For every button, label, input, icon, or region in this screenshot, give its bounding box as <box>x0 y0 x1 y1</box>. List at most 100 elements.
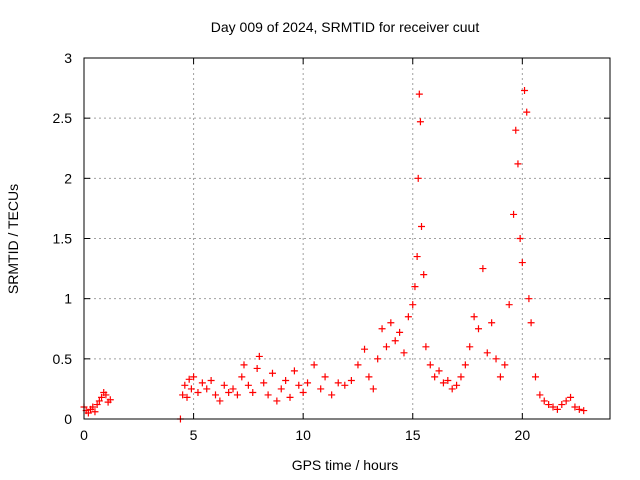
data-point <box>238 373 246 381</box>
data-point <box>416 118 424 126</box>
data-point <box>260 379 268 387</box>
y-tick-label: 2.5 <box>53 110 73 126</box>
data-point <box>187 385 195 393</box>
data-point <box>84 409 92 417</box>
data-point <box>415 90 423 98</box>
data-point <box>203 385 211 393</box>
data-point <box>268 369 276 377</box>
y-tick-label: 3 <box>64 50 72 66</box>
data-point <box>295 381 303 389</box>
data-point <box>317 385 325 393</box>
data-point <box>277 385 285 393</box>
data-point <box>435 367 443 375</box>
data-point <box>512 126 520 134</box>
data-point <box>514 160 522 168</box>
data-point <box>374 355 382 363</box>
x-tick-label: 20 <box>515 427 531 443</box>
data-point <box>207 376 215 384</box>
data-point <box>286 393 294 401</box>
data-point <box>341 381 349 389</box>
data-point <box>391 337 399 345</box>
data-point <box>523 108 531 116</box>
data-point <box>418 222 426 230</box>
data-point <box>453 381 461 389</box>
data-point <box>328 391 336 399</box>
y-tick-label: 1 <box>64 291 72 307</box>
data-point <box>488 319 496 327</box>
data-point <box>540 397 548 405</box>
data-point <box>501 361 509 369</box>
data-point <box>549 403 557 411</box>
data-point <box>575 405 583 413</box>
data-point <box>273 397 281 405</box>
tick-labels: 0 5 10 15 20 0 0.5 1 1.5 2 2.5 3 <box>53 50 531 443</box>
data-point <box>299 389 307 397</box>
axis-ticks <box>83 57 610 420</box>
data-point <box>414 174 422 182</box>
data-point <box>91 408 99 416</box>
data-point <box>98 393 106 401</box>
data-point <box>264 391 272 399</box>
data-point <box>439 379 447 387</box>
data-point <box>527 319 535 327</box>
data-point <box>483 349 491 357</box>
chart-title: Day 009 of 2024, SRMTID for receiver cuu… <box>211 19 480 35</box>
data-point <box>378 325 386 333</box>
data-point <box>536 391 544 399</box>
data-point <box>369 385 377 393</box>
data-point <box>426 361 434 369</box>
data-point <box>521 86 529 94</box>
data-point <box>361 345 369 353</box>
data-point <box>220 381 228 389</box>
data-point <box>516 235 524 242</box>
data-point <box>411 283 419 291</box>
y-tick-label: 0 <box>64 411 72 427</box>
x-tick-label: 0 <box>80 427 88 443</box>
data-point <box>229 385 237 393</box>
data-point <box>518 259 526 267</box>
data-point <box>571 403 579 411</box>
data-point <box>321 373 329 381</box>
grid <box>84 58 610 419</box>
data-point <box>249 389 257 397</box>
data-point <box>382 343 390 351</box>
data-point <box>179 391 187 399</box>
data-point <box>457 373 465 381</box>
data-point <box>510 210 518 218</box>
data-point <box>212 391 219 399</box>
data-point <box>183 393 191 401</box>
data-point <box>413 253 421 261</box>
data-point <box>93 401 101 409</box>
data-point <box>334 379 342 387</box>
data-point <box>396 328 404 336</box>
data-point <box>562 397 570 405</box>
data-point <box>304 379 312 387</box>
y-axis-label: SRMTID / TECUs <box>5 184 21 294</box>
data-point <box>475 325 482 333</box>
data-point <box>400 349 408 357</box>
data-point <box>420 271 428 279</box>
data-point <box>216 397 224 405</box>
y-tick-label: 1.5 <box>53 231 73 247</box>
data-point <box>444 376 452 384</box>
data-point <box>466 343 474 351</box>
data-point <box>95 397 103 405</box>
data-point <box>409 301 417 309</box>
data-point <box>365 373 373 381</box>
data-point <box>194 389 202 397</box>
data-point <box>492 355 500 363</box>
data-point <box>240 361 248 369</box>
data-point <box>290 367 298 375</box>
data-point <box>431 373 439 381</box>
data-point <box>422 343 430 351</box>
data-point <box>282 376 290 384</box>
x-tick-label: 5 <box>190 427 198 443</box>
plot-frame <box>83 57 611 420</box>
data-point <box>310 361 318 369</box>
data-point <box>354 361 362 369</box>
data-point <box>404 313 412 321</box>
x-tick-label: 15 <box>405 427 421 443</box>
data-point <box>496 373 504 381</box>
y-tick-label: 2 <box>64 170 72 186</box>
